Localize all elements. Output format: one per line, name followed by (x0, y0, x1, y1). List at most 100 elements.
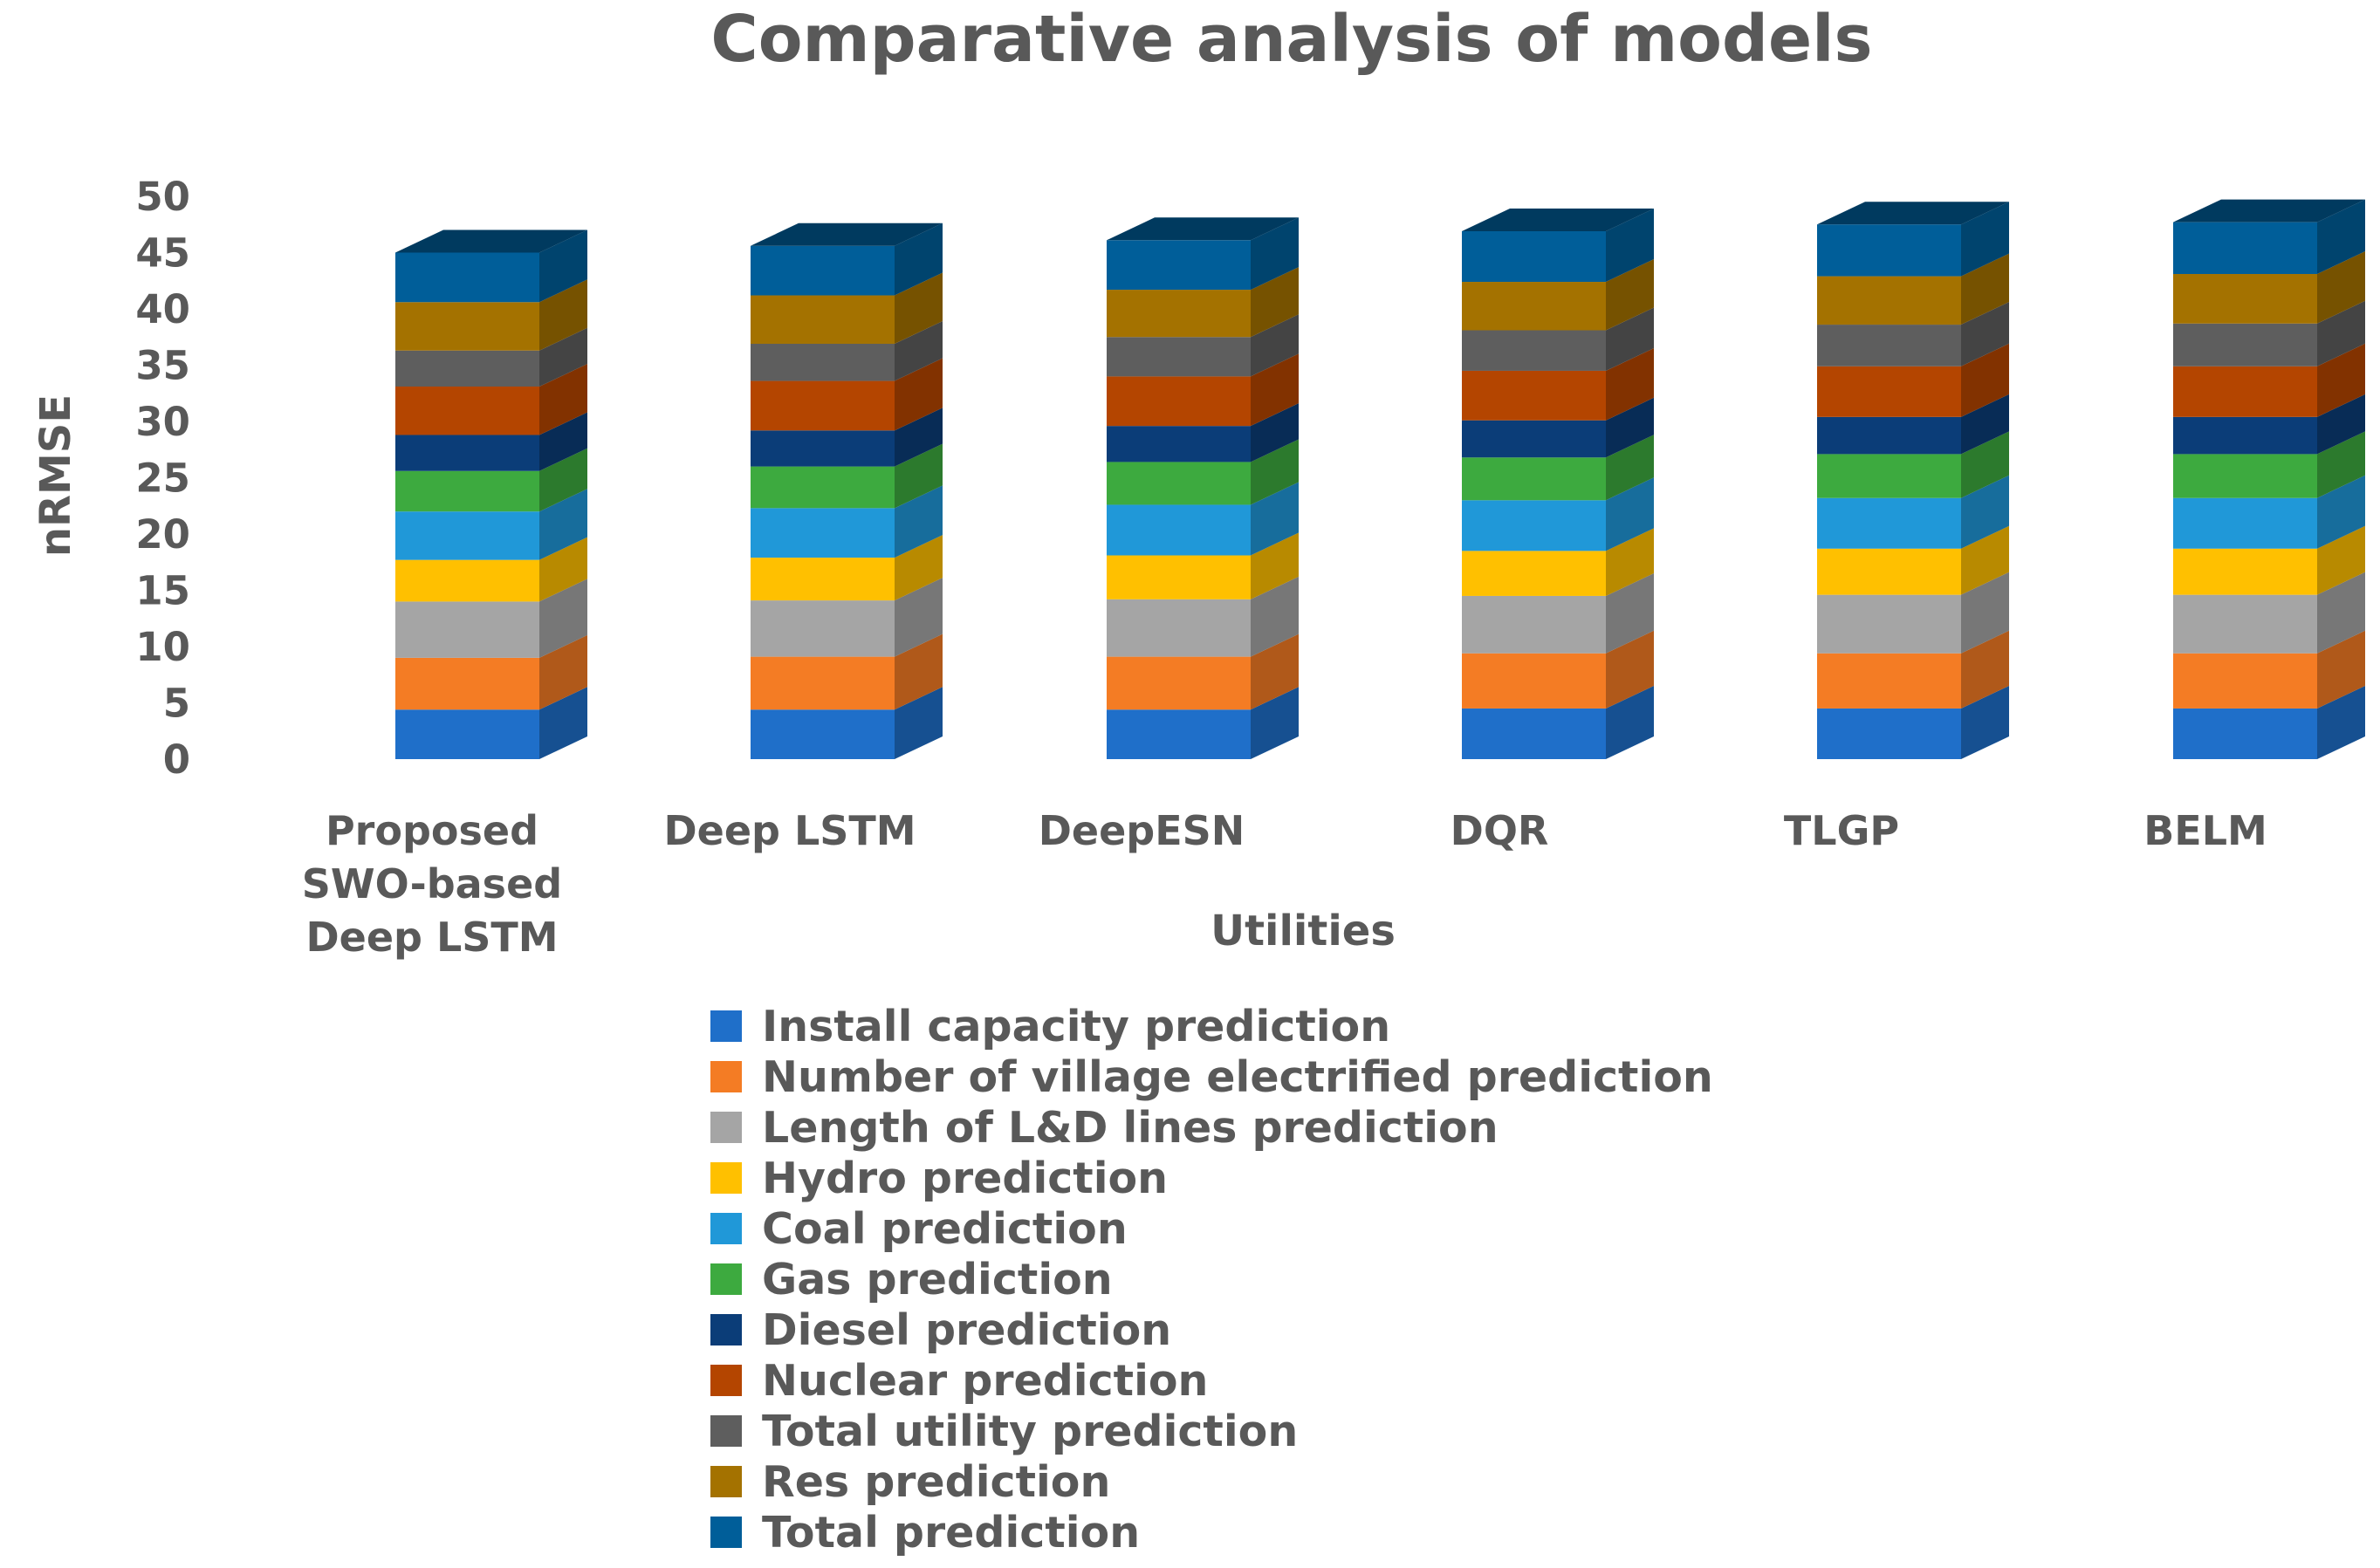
bar-segment (1462, 551, 1606, 596)
bar-segment-side (1251, 576, 1299, 657)
x-axis: Proposed SWO-based Deep LSTM Deep LSTM DeepE… (302, 807, 2267, 961)
bar-segment (1462, 330, 1606, 371)
bar-segment (1817, 454, 1961, 498)
bar-segment-side (2317, 525, 2365, 595)
y-tick-label: 50 (135, 174, 190, 220)
bar-segment-side (539, 448, 587, 512)
y-tick-label: 15 (135, 568, 190, 614)
bar-segment-side (1606, 347, 1654, 421)
x-category-label: Deep LSTM (663, 807, 916, 854)
bar-segment (751, 343, 895, 381)
bar-segment-side (1606, 208, 1654, 283)
bar-segment-side (2317, 475, 2365, 549)
bar-top (1462, 208, 1654, 231)
bar-segment (1462, 420, 1606, 458)
bar-segment-side (1251, 267, 1299, 338)
bar-segment-side (895, 485, 943, 558)
bar-segment (751, 508, 895, 558)
bar-segment (1107, 337, 1251, 377)
bar-segment (395, 350, 539, 387)
bar-segment (1462, 500, 1606, 551)
bar-top (1107, 217, 1299, 241)
bar-segment (395, 559, 539, 602)
bar-segment-side (1961, 202, 2009, 277)
bar-segment-side (1606, 435, 1654, 501)
bar-segment-side (1251, 217, 1299, 291)
bar-segment-side (895, 443, 943, 509)
y-tick-label: 40 (135, 286, 190, 332)
x-category-label: DeepESN (1039, 807, 1245, 854)
bar-segment-side (1961, 685, 2009, 759)
bar-segment-side (2317, 394, 2365, 455)
bar-segment-side (539, 579, 587, 658)
legend-label: Total prediction (762, 1508, 1140, 1558)
bar-segment-side (1961, 572, 2009, 654)
legend-label: Total utility prediction (762, 1407, 1298, 1456)
bar-segment-side (1961, 343, 2009, 417)
bar-segment (2173, 708, 2317, 759)
bar-segment-side (1961, 630, 2009, 709)
bar-segment (1107, 290, 1251, 338)
legend-swatch (710, 1162, 742, 1194)
bar-segment (751, 380, 895, 431)
bar-segment-side (1961, 475, 2009, 549)
bar-segment (1817, 594, 1961, 654)
bar-segment (751, 558, 895, 601)
bar-segment (751, 600, 895, 657)
bar-segment (1107, 462, 1251, 505)
bar-segment (751, 709, 895, 759)
bar-segment-side (539, 489, 587, 560)
bar-segment (1817, 325, 1961, 366)
bar-top (751, 223, 943, 246)
bar-segment (1107, 504, 1251, 556)
y-tick-label: 20 (135, 511, 190, 558)
bar-segment (1817, 366, 1961, 417)
bar-segment (751, 245, 895, 296)
bar-segment (1817, 224, 1961, 277)
bar-segment-side (2317, 630, 2365, 709)
bar-segment-side (895, 687, 943, 759)
bar-segment (1817, 708, 1961, 759)
y-tick-label: 5 (163, 681, 190, 727)
bar-segment-side (2317, 343, 2365, 417)
bar-segment (1462, 708, 1606, 759)
bar-segment (395, 601, 539, 658)
bar-segment-side (895, 633, 943, 710)
bar-segment (2173, 416, 2317, 455)
bar-segment-side (1251, 403, 1299, 462)
bar-segment-side (1961, 394, 2009, 455)
legend-label: Res prediction (762, 1457, 1110, 1507)
bar-segment (395, 435, 539, 471)
y-axis-title: nRMSE (31, 394, 80, 557)
y-tick-label: 45 (135, 230, 190, 277)
y-tick-label: 0 (163, 736, 190, 783)
bar-segment-side (895, 407, 943, 467)
legend-swatch (710, 1112, 742, 1143)
bar-segment-side (539, 634, 587, 710)
bar-segment-side (1251, 633, 1299, 710)
legend-label: Nuclear prediction (762, 1356, 1208, 1406)
bar-segment (2173, 497, 2317, 549)
x-category-label: DQR (1451, 807, 1549, 854)
bar-segment-side (1251, 353, 1299, 427)
bar-segment-side (539, 229, 587, 303)
chart-title: Comparative analysis of models (710, 2, 1872, 77)
bar-segment (1107, 240, 1251, 291)
legend-swatch (710, 1466, 742, 1497)
bar-segment (2173, 653, 2317, 709)
y-axis: 0 5 10 15 20 25 30 35 40 45 50 (135, 174, 190, 783)
bar-segment-side (895, 223, 943, 296)
bar-segment (2173, 594, 2317, 654)
bar-segment (751, 430, 895, 467)
bar-segment-side (1251, 439, 1299, 505)
bar-segment-side (2317, 685, 2365, 759)
bar-segment-side (539, 327, 587, 387)
bar-segment-side (2317, 431, 2365, 498)
bar-segment-side (1606, 572, 1654, 654)
bar-segment (1817, 416, 1961, 455)
bar-top (2173, 199, 2365, 223)
bar-segment-side (1251, 314, 1299, 377)
bar-segment-side (1606, 685, 1654, 759)
